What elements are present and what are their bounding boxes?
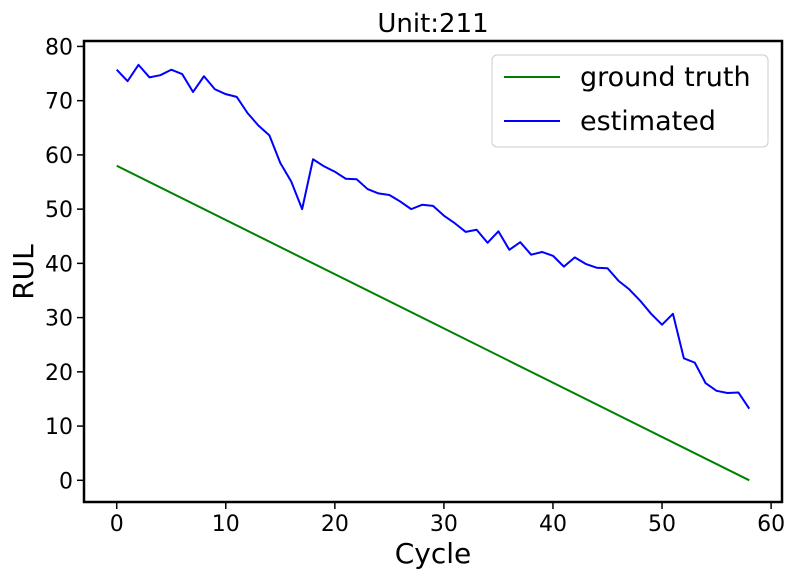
series-line-1 (115, 63, 751, 410)
x-tick-label: 50 (648, 512, 676, 537)
x-tick-label: 10 (212, 512, 240, 537)
legend: ground truth estimated (491, 54, 769, 148)
x-tick-label: 60 (757, 512, 785, 537)
x-axis-label: Cycle (395, 537, 472, 570)
y-tick-label: 10 (45, 415, 73, 440)
y-tick-label: 40 (45, 252, 73, 277)
legend-label-1: estimated (580, 106, 716, 137)
y-tick-label: 0 (59, 469, 73, 494)
y-tick-label: 20 (45, 361, 73, 386)
x-tick-label: 0 (110, 512, 124, 537)
y-tick-label: 60 (45, 144, 73, 169)
y-tick-label: 70 (45, 90, 73, 115)
y-tick-label: 80 (45, 35, 73, 60)
x-tick-label: 20 (321, 512, 349, 537)
x-tick-label: 30 (430, 512, 458, 537)
series-line-0 (116, 164, 750, 482)
legend-label-0: ground truth (580, 62, 751, 93)
chart-title: Unit:211 (377, 9, 488, 39)
y-tick-label: 30 (45, 307, 73, 332)
y-axis-label: RUL (7, 244, 40, 300)
y-axis: 0 10 20 30 40 50 60 70 80 (45, 35, 84, 494)
x-tick-label: 40 (539, 512, 567, 537)
y-tick-label: 50 (45, 198, 73, 223)
plot-frame (82, 39, 784, 504)
legend-box (491, 54, 769, 148)
x-axis: 0 10 20 30 40 50 60 (110, 502, 785, 537)
plot-area (82, 39, 784, 504)
